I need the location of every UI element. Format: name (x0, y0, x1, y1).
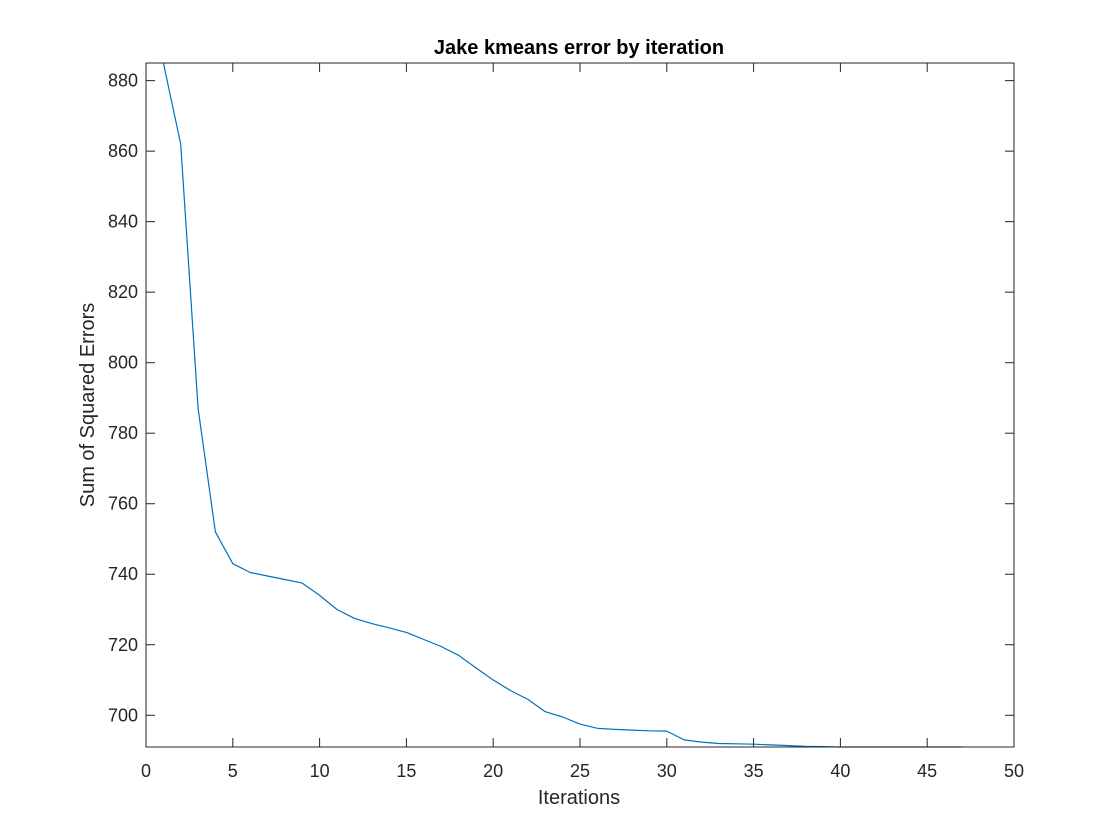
data-point (717, 742, 720, 745)
x-tick-label: 35 (744, 761, 764, 781)
data-point (665, 730, 668, 733)
plot-area (146, 63, 1014, 747)
data-point (353, 617, 356, 620)
x-tick-label: 40 (830, 761, 850, 781)
x-axis-label: Iterations (538, 787, 620, 809)
x-tick-label: 0 (141, 761, 151, 781)
data-point (422, 638, 425, 641)
data-point (561, 716, 564, 719)
data-point (266, 575, 269, 578)
data-point (579, 723, 582, 726)
x-tick-label: 20 (483, 761, 503, 781)
data-point (179, 143, 182, 146)
data-point (440, 645, 443, 648)
y-tick-label: 780 (108, 423, 138, 443)
data-point (735, 742, 738, 745)
y-axis-label: Sum of Squared Errors (77, 303, 99, 508)
data-point (770, 743, 773, 746)
x-tick-label: 5 (228, 761, 238, 781)
y-tick-label: 880 (108, 71, 138, 91)
data-point (318, 594, 321, 597)
data-point (370, 622, 373, 625)
axes-box (145, 62, 1015, 748)
x-tick-label: 45 (917, 761, 937, 781)
data-point (526, 698, 529, 701)
chart-title: Jake kmeans error by iteration (434, 37, 724, 59)
data-point (509, 689, 512, 692)
x-tick-label: 25 (570, 761, 590, 781)
y-tick-label: 820 (108, 282, 138, 302)
y-tick-label: 800 (108, 353, 138, 373)
data-point (544, 710, 547, 713)
data-point (405, 631, 408, 634)
y-tick-label: 720 (108, 635, 138, 655)
y-tick-label: 840 (108, 212, 138, 232)
data-point (683, 738, 686, 741)
data-point (596, 727, 599, 730)
data-point (631, 729, 634, 732)
y-tick-label: 860 (108, 141, 138, 161)
x-tick-label: 30 (657, 761, 677, 781)
y-tick-label: 700 (108, 705, 138, 725)
data-point (197, 407, 200, 410)
tick-layer: 0 5 10 15 20 25 30 35 40 45 50 700 720 740 760 780 800 82… (108, 63, 1024, 781)
data-point (214, 530, 217, 533)
data-point (388, 626, 391, 629)
x-tick-label: 50 (1004, 761, 1024, 781)
data-point (231, 562, 234, 565)
data-point (700, 741, 703, 744)
data-point (283, 578, 286, 581)
data-point (249, 571, 252, 574)
data-point (301, 582, 304, 585)
data-point (336, 608, 339, 611)
data-point (474, 666, 477, 669)
data-point (457, 654, 460, 657)
y-tick-label: 760 (108, 494, 138, 514)
data-point (492, 679, 495, 682)
x-tick-label: 15 (396, 761, 416, 781)
data-point (613, 728, 616, 731)
y-tick-label: 740 (108, 564, 138, 584)
x-tick-label: 10 (310, 761, 330, 781)
data-point (648, 729, 651, 732)
